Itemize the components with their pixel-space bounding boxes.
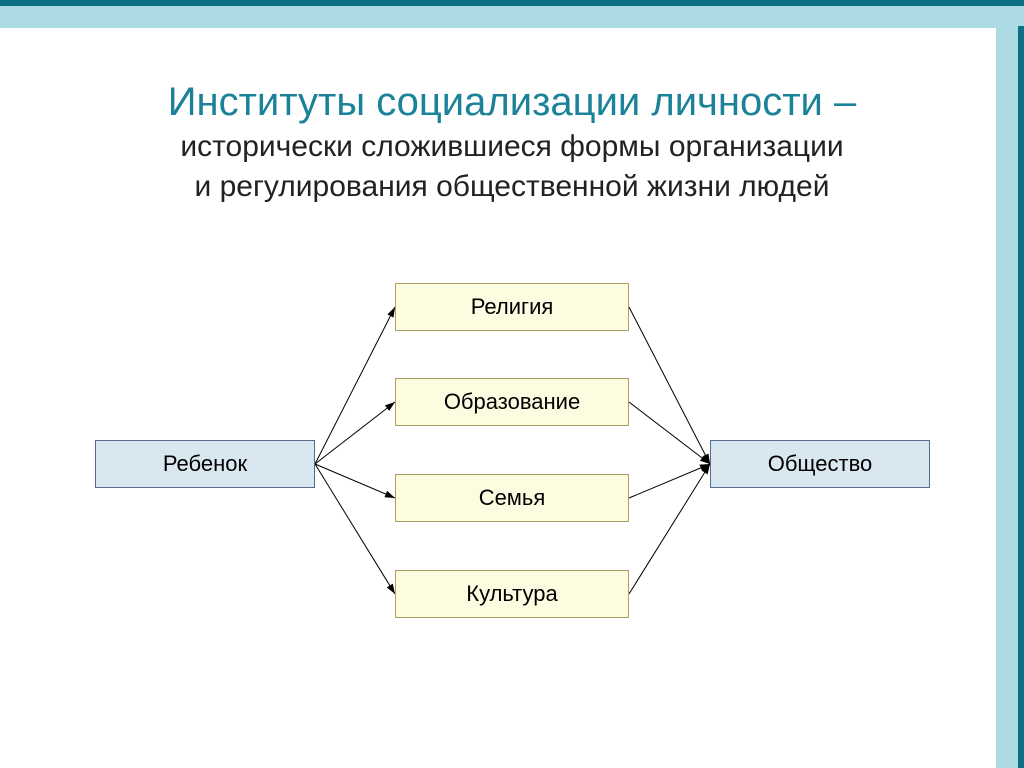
slide-subtitle-line2: и регулирования общественной жизни людей <box>0 170 1024 204</box>
node-mid-2: Семья <box>395 474 629 522</box>
slide-subtitle-line1: исторически сложившиеся формы организаци… <box>0 130 1024 164</box>
slide-title: Институты социализации личности – <box>0 80 1024 125</box>
header-dark-stripe <box>0 0 1024 6</box>
node-mid-0: Религия <box>395 283 629 331</box>
header-light-stripe <box>0 6 1024 28</box>
node-right: Общество <box>710 440 930 488</box>
header-decor <box>0 0 1024 42</box>
node-left: Ребенок <box>95 440 315 488</box>
node-mid-3: Культура <box>395 570 629 618</box>
node-mid-1: Образование <box>395 378 629 426</box>
